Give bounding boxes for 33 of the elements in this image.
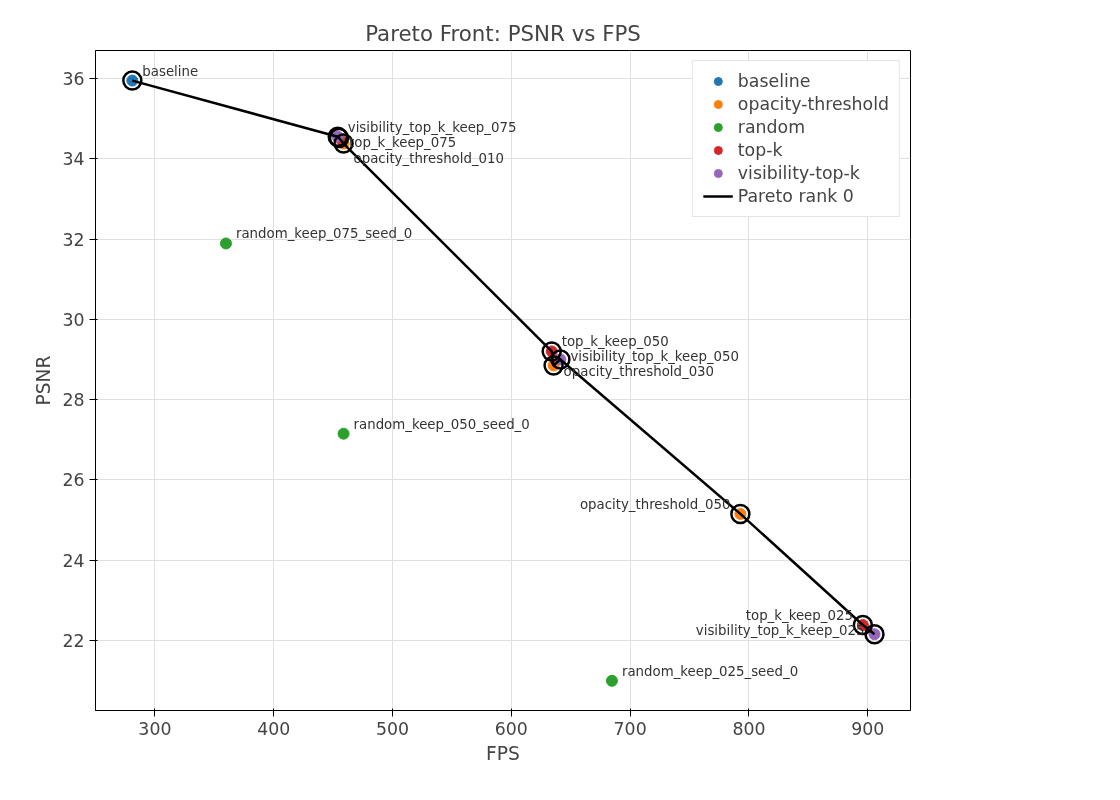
annotation: random_keep_025_seed_0: [621, 663, 799, 679]
y-tick-label: 28: [62, 390, 85, 411]
legend-label: Pareto rank 0: [737, 186, 854, 206]
chart-title: Pareto Front: PSNR vs FPS: [365, 20, 641, 46]
annotation: top_k_keep_025: [745, 608, 853, 624]
annotation: visibility_top_k_keep_050: [570, 349, 740, 365]
legend-label: opacity-threshold: [737, 94, 889, 114]
x-tick-label: 500: [375, 718, 410, 739]
y-tick-label: 24: [62, 550, 85, 571]
annotation: top_k_keep_050: [561, 334, 669, 350]
y-tick-label: 32: [62, 229, 85, 250]
y-tick-label: 30: [62, 309, 85, 330]
y-tick-label: 26: [62, 470, 85, 491]
x-tick-label: 300: [138, 718, 172, 739]
x-tick-label: 800: [732, 718, 766, 739]
x-tick-label: 600: [494, 718, 528, 739]
annotation: random_keep_075_seed_0: [235, 226, 413, 242]
y-tick-label: 36: [62, 69, 85, 90]
y-tick-label: 34: [62, 149, 85, 170]
x-tick-label: 400: [257, 718, 291, 739]
annotation: baseline: [142, 63, 199, 79]
annotation: visibility_top_k_keep_075: [347, 119, 517, 135]
x-tick-label: 700: [613, 718, 647, 739]
x-tick-label: 900: [851, 718, 885, 739]
legend-label: top-k: [737, 140, 783, 160]
legend-label: random: [737, 117, 806, 137]
legend-label: baseline: [737, 71, 811, 91]
annotation: opacity_threshold_050: [579, 496, 731, 512]
y-tick-label: 22: [62, 630, 85, 651]
x-axis-title: FPS: [486, 742, 520, 764]
legend-label: visibility-top-k: [737, 163, 860, 183]
annotation: random_keep_050_seed_0: [353, 416, 530, 432]
y-axis-title: PSNR: [33, 355, 55, 406]
